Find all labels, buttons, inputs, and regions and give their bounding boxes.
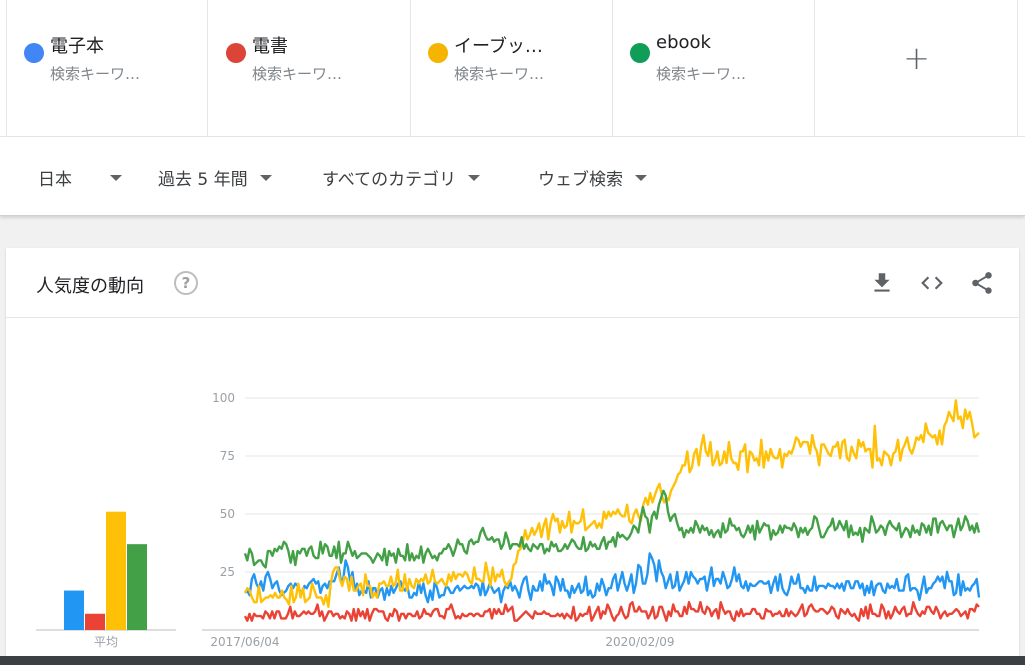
series-line-電子本 (244, 552, 981, 604)
category-dropdown[interactable]: すべてのカテゴリ (322, 165, 481, 190)
y-tick-label: 25 (220, 565, 235, 579)
term-card-1[interactable]: 電子本 検索キーワ… (6, 0, 208, 136)
average-bar-イーブッ… (106, 511, 126, 630)
series-line-ebook (243, 489, 981, 569)
series-line-電書 (243, 601, 980, 622)
period-label: 過去 5 年間 (158, 170, 248, 190)
y-tick-label: 50 (220, 507, 235, 521)
filter-bar: 日本 過去 5 年間 すべてのカテゴリ ウェブ検索 (0, 137, 1025, 216)
term-color-dot (226, 43, 246, 63)
period-dropdown[interactable]: 過去 5 年間 (158, 165, 272, 190)
chevron-down-icon (110, 175, 122, 181)
region-label: 日本 (38, 170, 72, 190)
chevron-down-icon (635, 175, 647, 181)
y-tick-label: 100 (212, 391, 235, 405)
share-icon[interactable] (969, 270, 995, 296)
term-type-label: 検索キーワ… (50, 65, 141, 83)
embed-code-icon[interactable] (919, 270, 945, 296)
bottom-strip (0, 656, 1025, 665)
term-type-label: 検索キーワ… (656, 65, 747, 83)
term-card-2[interactable]: 電書 検索キーワ… (209, 0, 411, 136)
term-name[interactable]: 電子本 (50, 36, 104, 57)
interest-over-time-card: 人気度の動向 ? 25 50 75 100 2017/06/04 2020/02/09 平均 (6, 248, 1019, 665)
card-header: 人気度の動向 ? (6, 248, 1019, 318)
x-tick-label: 2017/06/04 (210, 635, 279, 649)
y-tick-label: 75 (220, 449, 235, 463)
term-color-dot (428, 43, 448, 63)
card-title: 人気度の動向 (36, 276, 144, 297)
search-type-dropdown[interactable]: ウェブ検索 (538, 165, 647, 190)
term-card-4[interactable]: ebook 検索キーワ… (613, 0, 815, 136)
interest-chart: 25 50 75 100 2017/06/04 2020/02/09 平均 (36, 391, 981, 649)
term-type-label: 検索キーワ… (252, 65, 343, 83)
term-name[interactable]: ebook (656, 32, 711, 53)
term-card-3[interactable]: イーブッ… 検索キーワ… (411, 0, 613, 136)
chevron-down-icon (259, 175, 272, 181)
download-icon[interactable] (869, 270, 895, 296)
region-dropdown[interactable]: 日本 (38, 165, 122, 190)
term-color-dot (630, 43, 650, 63)
average-bar-電子本 (64, 590, 84, 630)
search-type-label: ウェブ検索 (538, 170, 623, 190)
add-term-button[interactable]: + (816, 0, 1018, 136)
term-type-label: 検索キーワ… (454, 65, 545, 83)
average-bar-ebook (127, 544, 147, 630)
chevron-down-icon (468, 175, 481, 181)
x-tick-label: 2020/02/09 (605, 635, 674, 649)
term-name[interactable]: イーブッ… (454, 36, 543, 57)
category-label: すべてのカテゴリ (322, 170, 457, 190)
term-color-dot (24, 43, 44, 63)
plus-icon: + (903, 39, 930, 77)
compare-bar: 電子本 検索キーワ… 電書 検索キーワ… イーブッ… 検索キーワ… ebook … (0, 0, 1025, 137)
average-label: 平均 (94, 635, 118, 649)
average-bar-電書 (85, 613, 105, 630)
help-icon[interactable]: ? (174, 271, 198, 295)
series-line-イーブッ… (243, 399, 980, 608)
term-name[interactable]: 電書 (252, 36, 288, 57)
